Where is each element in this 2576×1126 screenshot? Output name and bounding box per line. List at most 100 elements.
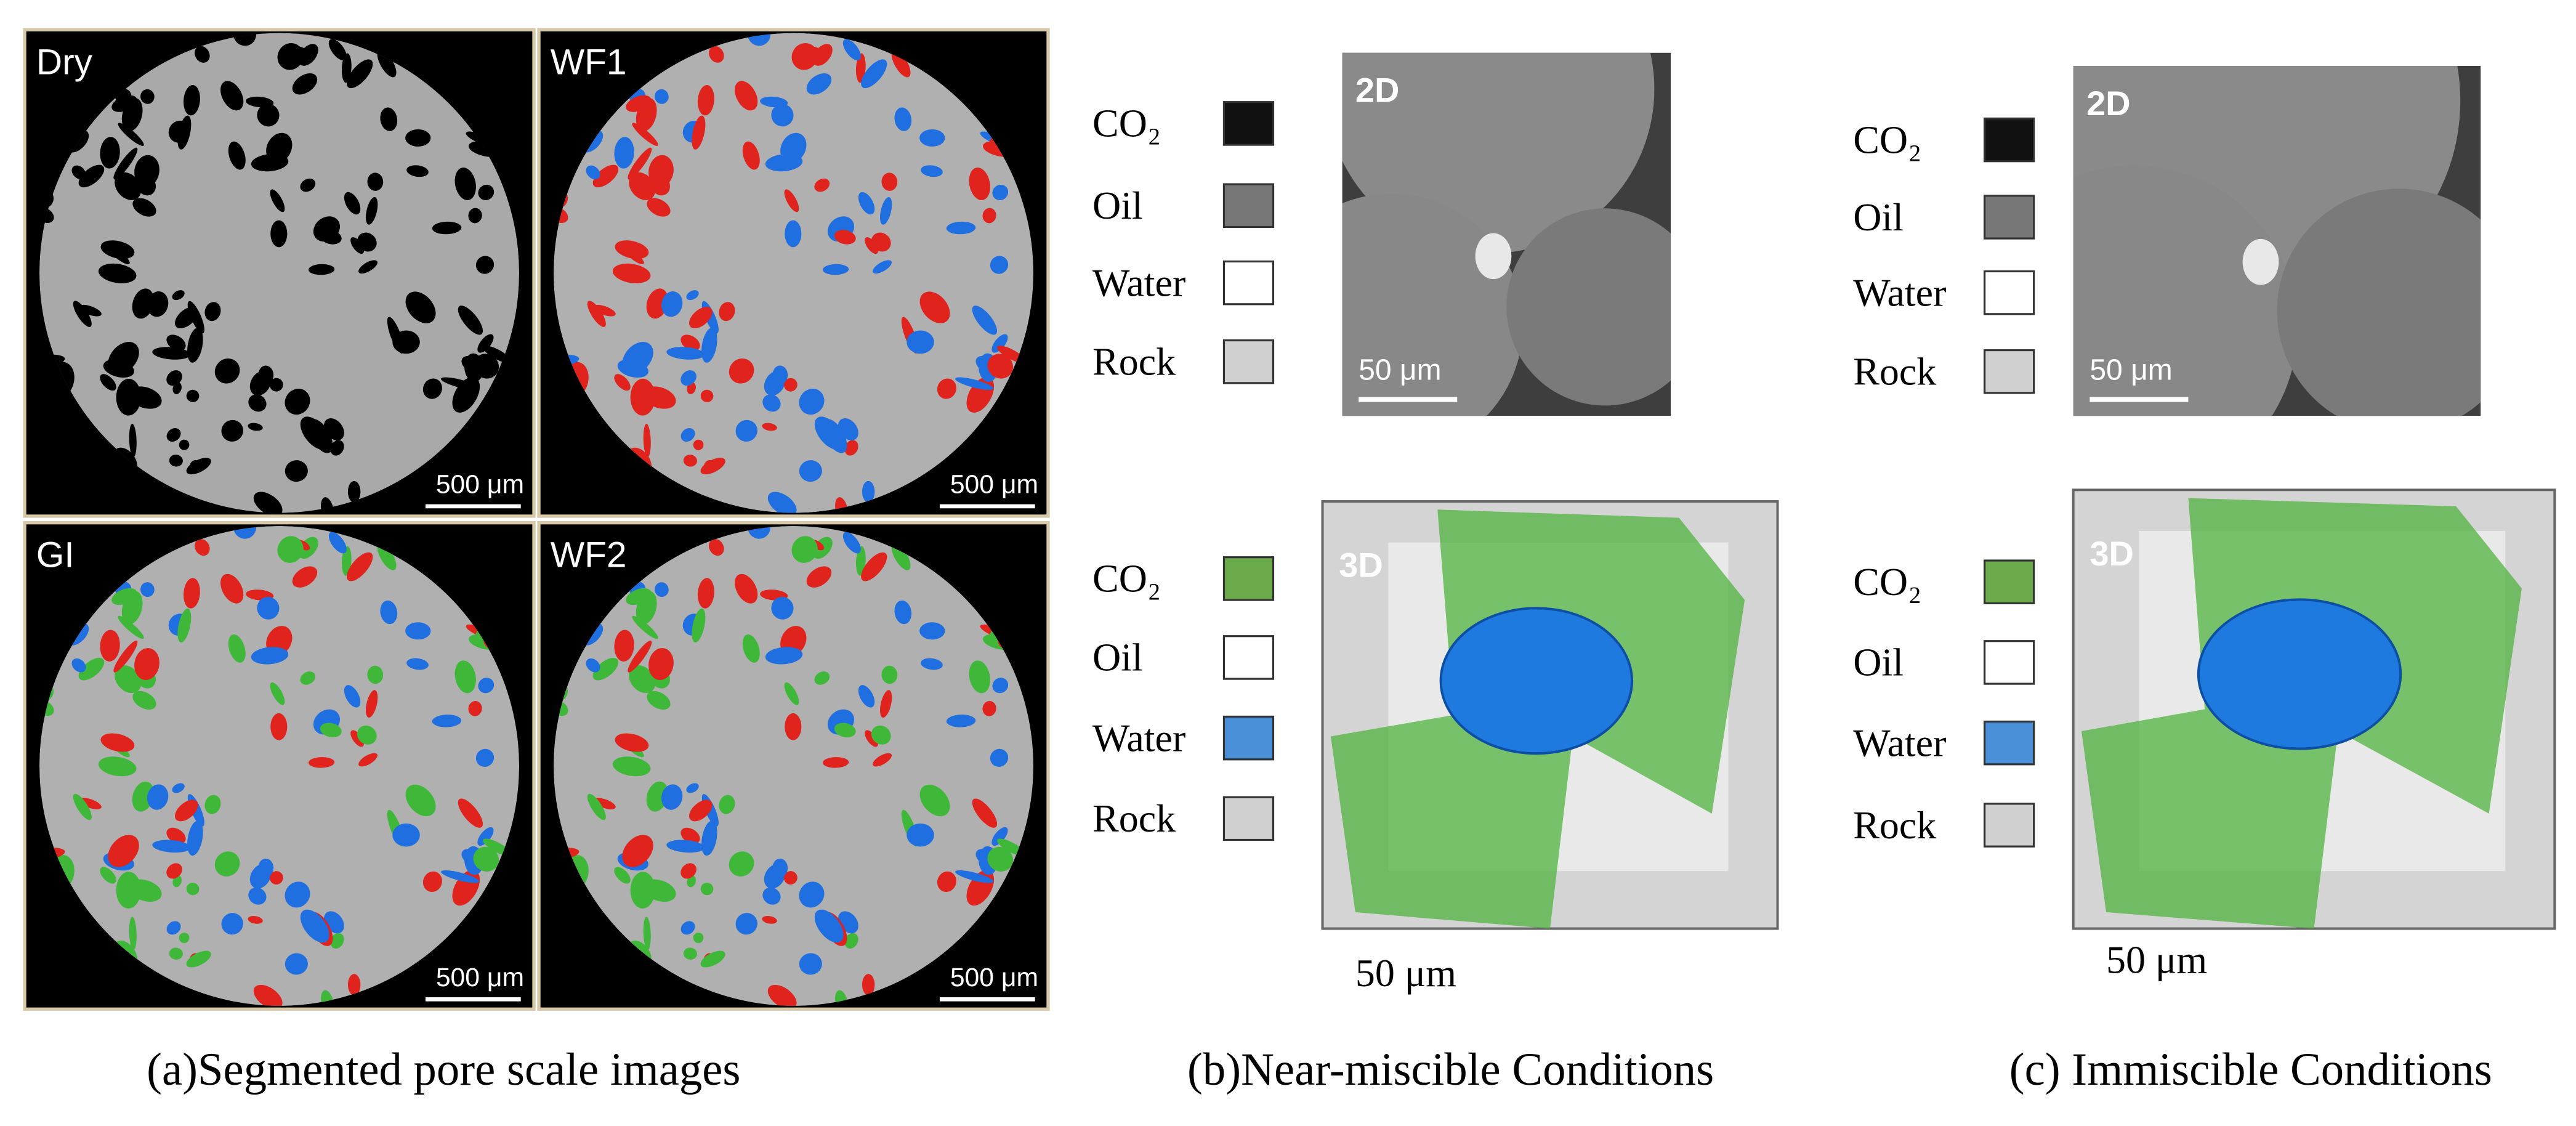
- pore: [762, 394, 781, 412]
- pore: [655, 89, 669, 104]
- pore: [113, 147, 138, 180]
- pore: [179, 933, 190, 944]
- pore: [454, 168, 476, 201]
- pore: [473, 846, 499, 872]
- scale-label: 50 μm: [1355, 951, 1456, 995]
- pore: [115, 172, 142, 200]
- pore: [680, 921, 695, 935]
- pore: [257, 103, 280, 127]
- pore: [358, 260, 378, 274]
- pore: [285, 881, 310, 908]
- pore: [683, 947, 697, 960]
- pore: [592, 798, 616, 809]
- image-label: Dry: [36, 42, 93, 82]
- pore: [214, 358, 240, 384]
- pore: [689, 307, 713, 329]
- pore: [147, 291, 169, 317]
- pore: [946, 715, 976, 727]
- legend-label: Water: [1853, 271, 1946, 315]
- pore: [277, 536, 304, 563]
- pore: [772, 858, 788, 877]
- pore: [300, 671, 316, 685]
- pore: [172, 290, 185, 301]
- pore: [98, 756, 137, 777]
- pore: [129, 423, 137, 458]
- pore: [432, 221, 462, 235]
- pore: [270, 189, 285, 213]
- pore: [330, 440, 344, 456]
- pore: [735, 913, 757, 935]
- grain: [2073, 165, 2298, 416]
- pore: [612, 263, 651, 283]
- pore: [134, 648, 159, 681]
- pore: [152, 840, 191, 853]
- pore: [292, 73, 318, 95]
- pore: [152, 347, 191, 360]
- pore: [172, 783, 185, 793]
- pore: [166, 863, 182, 879]
- pore: [862, 480, 875, 503]
- pore: [982, 700, 996, 716]
- pore: [858, 685, 875, 708]
- pore: [475, 256, 495, 274]
- grain: [1506, 208, 1671, 406]
- pore: [842, 39, 861, 61]
- pore: [186, 389, 200, 402]
- pore: [880, 690, 892, 718]
- pore: [270, 220, 288, 248]
- pore: [477, 827, 494, 846]
- pore: [169, 947, 183, 960]
- pore: [98, 263, 137, 283]
- pore: [692, 608, 706, 643]
- pore: [700, 883, 714, 896]
- pore: [253, 984, 283, 1006]
- water-phase: [2197, 598, 2402, 750]
- grain: [2277, 188, 2481, 416]
- pore: [300, 909, 329, 943]
- pore: [183, 578, 200, 609]
- pore: [113, 641, 138, 673]
- pore: [762, 915, 777, 924]
- legend-label: Water: [1092, 716, 1185, 759]
- pore: [367, 665, 384, 684]
- pore: [186, 950, 211, 968]
- pore: [891, 543, 911, 570]
- pore: [344, 685, 361, 708]
- ct-slice: [1342, 52, 1671, 416]
- pore: [405, 129, 431, 147]
- pore: [100, 630, 120, 662]
- pore: [166, 334, 186, 351]
- pore: [100, 867, 116, 884]
- pore: [767, 492, 797, 513]
- pore: [134, 155, 159, 187]
- pore: [767, 984, 797, 1006]
- legend-swatch: [1984, 117, 2035, 163]
- pore: [328, 39, 347, 61]
- rock-disc: [554, 525, 1034, 1006]
- legend-label: Oil: [1853, 641, 1904, 684]
- pore: [344, 192, 361, 215]
- pore: [228, 634, 246, 663]
- pore: [320, 230, 342, 245]
- pore: [784, 682, 799, 705]
- pore: [251, 154, 289, 172]
- pore: [377, 543, 397, 570]
- pore: [221, 419, 243, 442]
- pore: [166, 370, 182, 386]
- scale-bar-label: 50 μm: [2089, 354, 2172, 387]
- pore: [228, 141, 246, 170]
- legend-swatch: [1222, 715, 1275, 761]
- pore: [894, 600, 912, 625]
- pore: [380, 600, 398, 625]
- pore: [701, 328, 717, 363]
- scale-label: 50 μm: [2106, 938, 2207, 982]
- pore: [614, 867, 631, 884]
- grain: [1342, 193, 1523, 416]
- pore: [844, 933, 858, 949]
- pore: [709, 539, 724, 556]
- pore: [991, 334, 1008, 353]
- pore: [822, 757, 849, 768]
- pore: [116, 378, 141, 416]
- pore: [100, 733, 135, 752]
